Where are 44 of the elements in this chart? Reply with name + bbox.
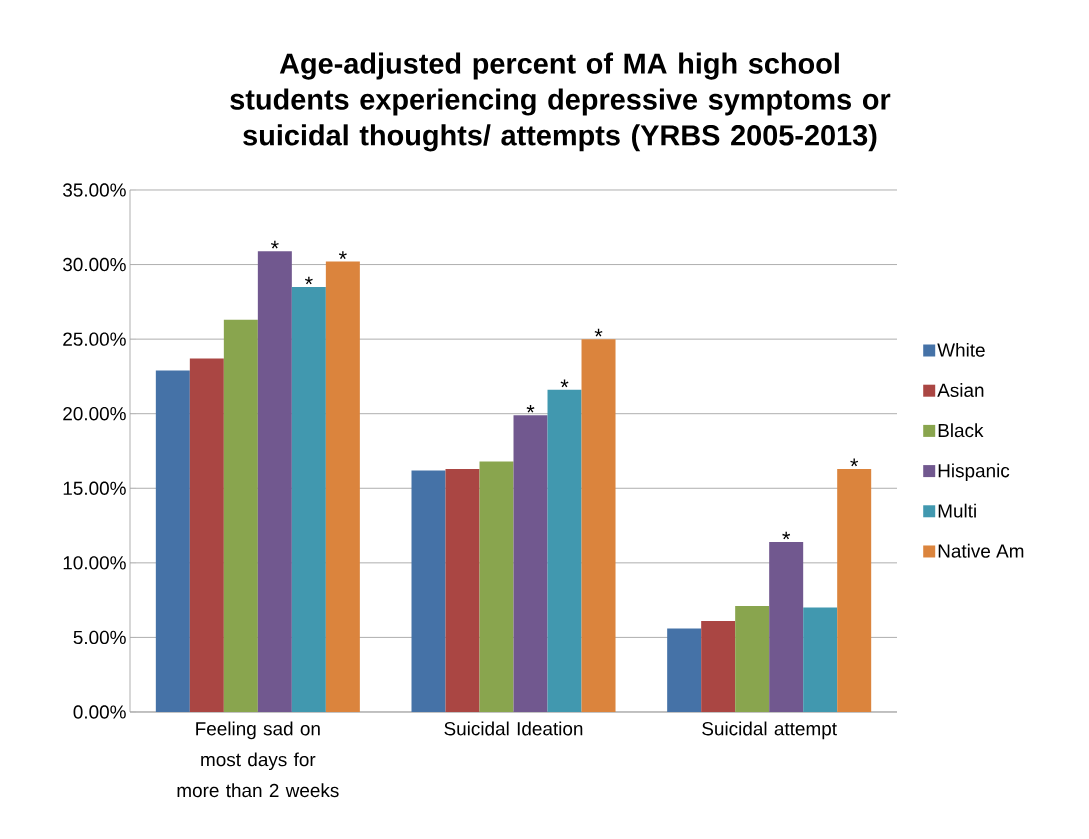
bar bbox=[223, 319, 258, 712]
legend-label: Black bbox=[938, 423, 984, 438]
data-label: * bbox=[850, 458, 859, 467]
bar bbox=[547, 389, 582, 712]
bar bbox=[479, 461, 514, 712]
bar bbox=[291, 286, 326, 712]
x-tick-label: Suicidal Ideation bbox=[444, 721, 583, 736]
bar bbox=[735, 606, 770, 712]
data-label: * bbox=[526, 404, 535, 413]
data-label: * bbox=[782, 531, 791, 540]
legend-label: Hispanic bbox=[938, 463, 1010, 482]
y-tick-label: 15.00% bbox=[63, 481, 126, 495]
bar bbox=[155, 370, 190, 712]
x-tick-label: Suicidal attempt bbox=[702, 721, 837, 740]
data-label: * bbox=[338, 251, 347, 259]
y-tick-label: 20.00% bbox=[63, 407, 126, 421]
bar bbox=[257, 251, 292, 712]
legend-label: White bbox=[937, 342, 985, 357]
bar bbox=[667, 628, 702, 712]
y-tick-label: 10.00% bbox=[63, 556, 126, 570]
x-tick-label: Feeling sad on most days for more than 2 weeks bbox=[177, 721, 339, 798]
legend-label: Native Am bbox=[938, 543, 1024, 558]
y-tick-label: 5.00% bbox=[73, 630, 126, 645]
legend-label: Asian bbox=[937, 383, 984, 397]
bar bbox=[325, 261, 360, 712]
bar bbox=[513, 415, 548, 712]
bar bbox=[803, 607, 838, 712]
data-label: * bbox=[594, 328, 603, 337]
bar bbox=[581, 339, 616, 712]
data-label: * bbox=[560, 379, 569, 388]
bar bbox=[837, 468, 872, 712]
bar bbox=[189, 358, 224, 712]
y-tick-label: 25.00% bbox=[63, 332, 126, 346]
bar bbox=[701, 621, 736, 712]
y-tick-label: 35.00% bbox=[63, 183, 126, 197]
data-label: * bbox=[270, 240, 279, 249]
bar bbox=[445, 468, 480, 712]
bar bbox=[411, 470, 446, 712]
chart-title: Age-adjusted percent of MA high school students experiencing depressive symptoms or suicidal thoughts/ attempts (YRBS 2005-2013) bbox=[230, 52, 891, 152]
data-label: * bbox=[304, 276, 313, 285]
bar bbox=[769, 541, 804, 712]
y-tick-label: 0.00% bbox=[73, 705, 126, 719]
y-tick-label: 30.00% bbox=[63, 257, 126, 272]
legend-label: Multi bbox=[938, 503, 976, 518]
